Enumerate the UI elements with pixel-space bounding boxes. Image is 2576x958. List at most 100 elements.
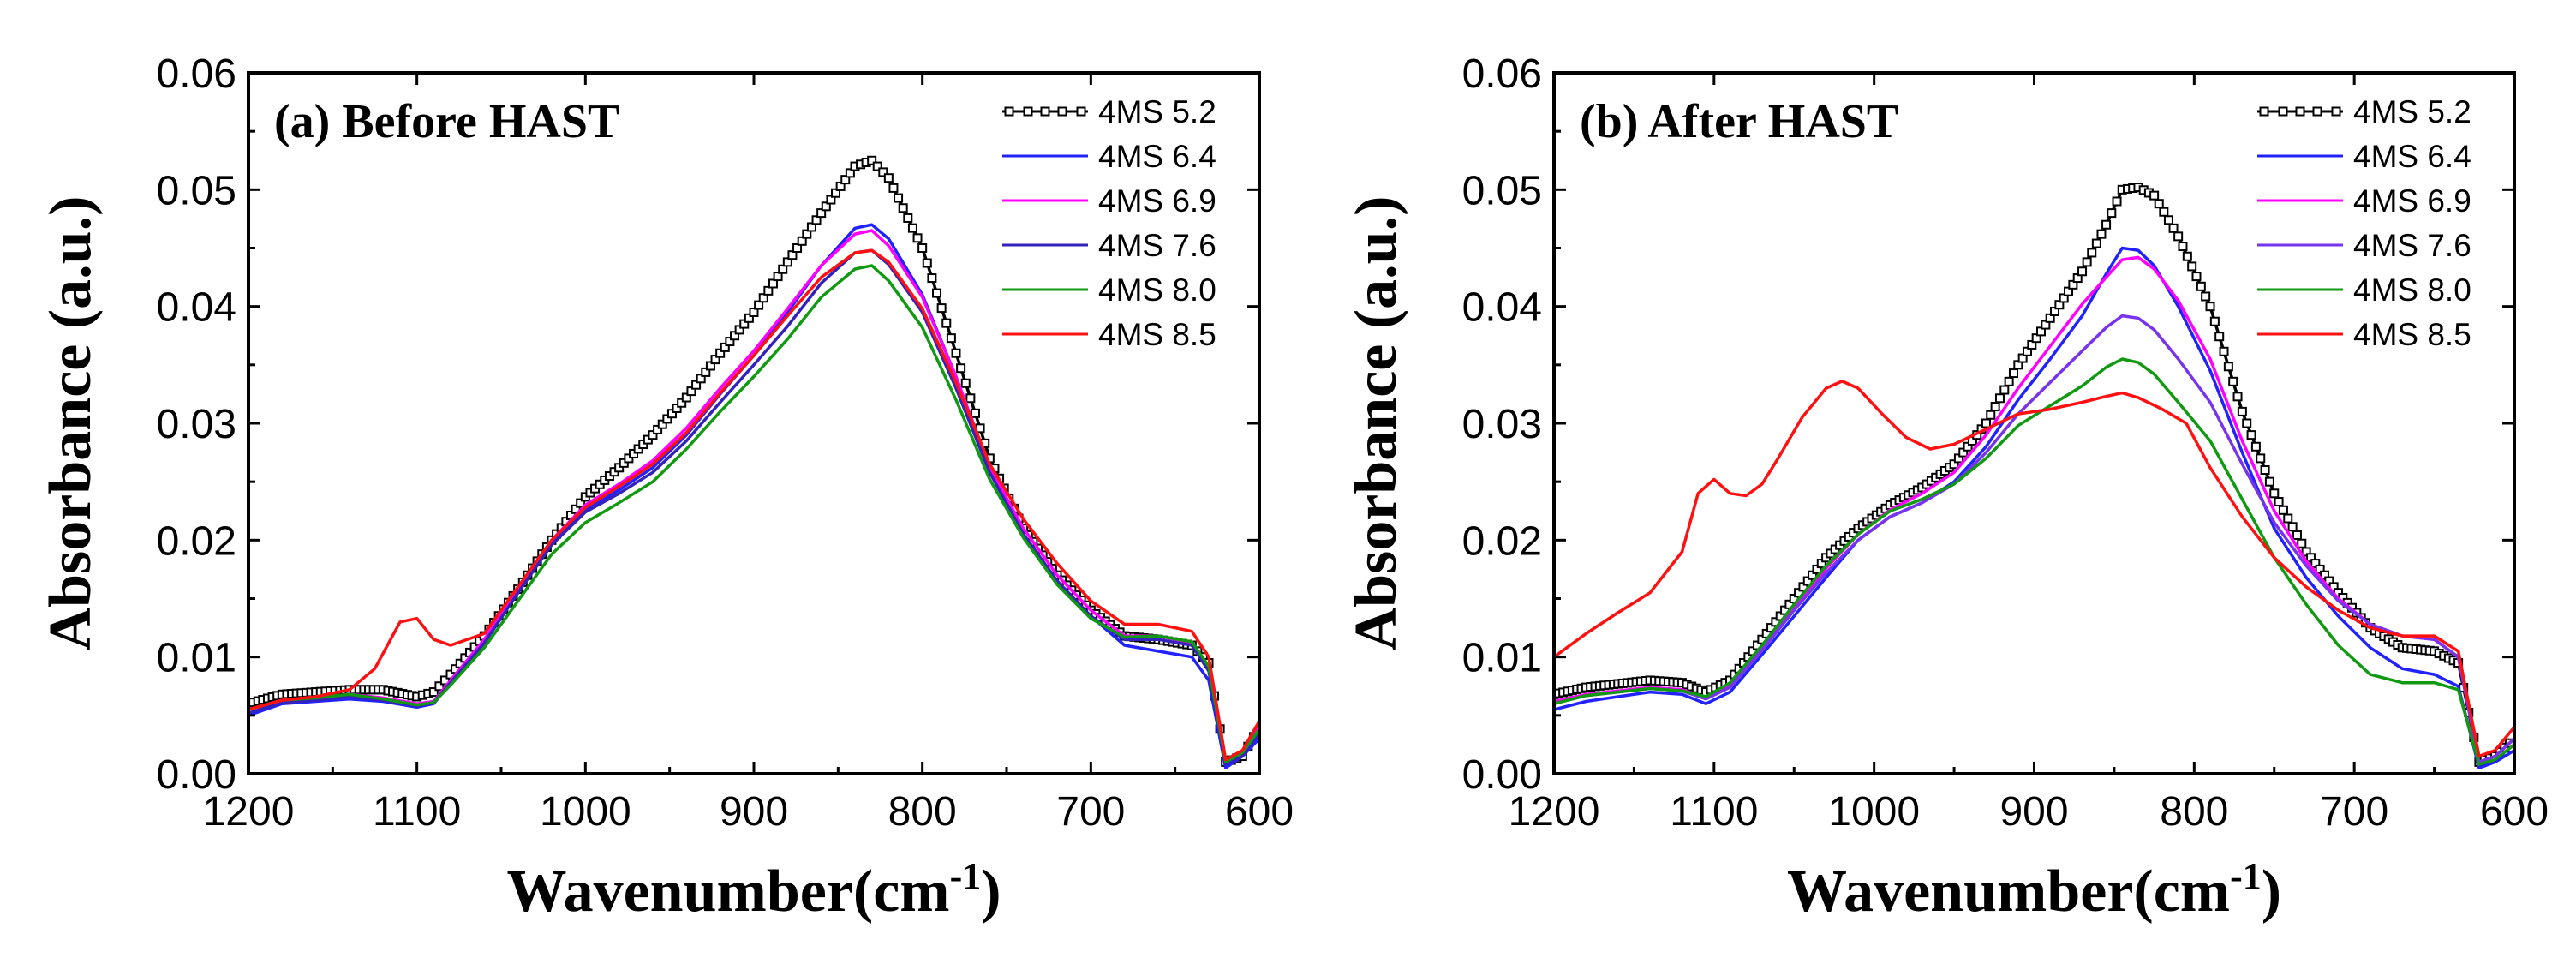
series-marker bbox=[922, 258, 932, 268]
series-marker bbox=[2191, 272, 2202, 282]
series-marker bbox=[768, 278, 778, 289]
panel-title: (a) Before HAST bbox=[274, 95, 619, 148]
legend-label: 4MS 7.6 bbox=[2353, 228, 2471, 263]
series-marker bbox=[666, 409, 677, 419]
series-marker bbox=[932, 288, 942, 298]
series-marker bbox=[941, 318, 952, 328]
legend-label: 4MS 6.4 bbox=[1098, 139, 1216, 174]
series-marker bbox=[705, 361, 715, 371]
series-marker bbox=[2101, 219, 2112, 230]
series-marker bbox=[2256, 453, 2266, 464]
x-tick-label: 1100 bbox=[373, 789, 461, 835]
x-tick-label: 800 bbox=[888, 789, 957, 835]
x-axis-title-main: Wavenumber(cm bbox=[1787, 859, 2230, 925]
x-axis-title-close: ) bbox=[2262, 859, 2281, 925]
x-tick-label: 1000 bbox=[540, 789, 631, 835]
legend-label: 4MS 5.2 bbox=[1098, 94, 1216, 129]
series-marker bbox=[734, 325, 744, 335]
x-tick-label: 900 bbox=[1999, 789, 2068, 835]
plot-frame bbox=[1552, 71, 2516, 775]
series-marker bbox=[2209, 316, 2220, 326]
y-tick-label: 0.03 bbox=[1462, 402, 1542, 447]
y-axis-title: Absorbance (a.u.) bbox=[1343, 196, 1409, 651]
legend-marker bbox=[1040, 106, 1050, 117]
series-marker bbox=[826, 195, 836, 205]
series-marker bbox=[2182, 251, 2192, 261]
series-marker bbox=[648, 430, 658, 440]
x-tick-label: 900 bbox=[720, 789, 788, 835]
series-marker bbox=[811, 215, 822, 225]
series-marker bbox=[907, 223, 917, 233]
series-marker bbox=[725, 337, 735, 347]
series-marker bbox=[2008, 368, 2018, 379]
series-marker bbox=[2201, 291, 2211, 302]
series-marker bbox=[2096, 229, 2107, 239]
series-line-4MS-8-5 bbox=[248, 248, 1259, 762]
series-marker bbox=[653, 424, 663, 434]
x-tick-label: 1200 bbox=[203, 789, 295, 835]
series-marker bbox=[758, 293, 768, 303]
y-tick-label: 0.02 bbox=[157, 518, 236, 564]
y-axis-title: Absorbance (a.u.) bbox=[38, 196, 104, 651]
series-marker bbox=[2228, 376, 2238, 386]
series-marker bbox=[1990, 402, 2000, 412]
legend-label: 4MS 6.9 bbox=[1098, 183, 1216, 219]
series-marker bbox=[1994, 393, 2005, 404]
series-group bbox=[248, 155, 1259, 769]
chart-panel-b: 1200 1100 1000 900 800 700 600 0.00 0.01 0.02 0.03… bbox=[1343, 51, 2549, 925]
series-marker bbox=[2154, 199, 2164, 209]
x-axis-title-superscript: -1 bbox=[950, 855, 982, 897]
series-marker bbox=[2287, 522, 2298, 532]
legend-label: 4MS 6.4 bbox=[2353, 139, 2471, 174]
legend-label: 4MS 5.2 bbox=[2353, 94, 2471, 129]
series-marker bbox=[2274, 497, 2284, 507]
series-marker bbox=[956, 363, 966, 374]
panel-title: (b) After HAST bbox=[1580, 95, 1898, 148]
series-marker bbox=[2269, 488, 2280, 499]
series-marker bbox=[894, 193, 904, 203]
series-marker bbox=[710, 355, 720, 365]
legend-label: 4MS 8.5 bbox=[2353, 317, 2471, 352]
series-marker bbox=[2087, 248, 2097, 258]
x-axis-title: Wavenumber(cm-1) bbox=[506, 855, 1001, 925]
series-marker bbox=[927, 273, 937, 284]
series-line-4MS-8-5 bbox=[1554, 380, 2514, 758]
series-marker bbox=[867, 155, 877, 165]
y-tick-label: 0.03 bbox=[157, 402, 236, 447]
series-marker bbox=[715, 348, 726, 358]
series-marker bbox=[576, 498, 586, 508]
series-marker bbox=[691, 380, 702, 390]
legend-label: 4MS 8.5 bbox=[1098, 317, 1216, 352]
series-marker bbox=[2223, 362, 2233, 372]
series-marker bbox=[428, 687, 439, 698]
series-marker bbox=[2077, 266, 2088, 277]
series-marker bbox=[2219, 346, 2229, 356]
legend-label: 4MS 6.9 bbox=[2353, 183, 2471, 219]
series-marker bbox=[903, 213, 913, 223]
series-line-4MS-6-4 bbox=[1554, 246, 2514, 769]
y-tick-label: 0.06 bbox=[1462, 51, 1542, 97]
series-marker bbox=[2292, 530, 2302, 540]
series-marker bbox=[773, 272, 783, 282]
series-marker bbox=[763, 285, 774, 296]
series-marker bbox=[662, 414, 672, 424]
series-marker bbox=[2173, 231, 2184, 242]
series-marker bbox=[917, 243, 928, 253]
series-marker bbox=[434, 681, 445, 692]
series-marker bbox=[936, 303, 947, 314]
series-marker bbox=[782, 257, 792, 267]
series-marker bbox=[2159, 207, 2169, 217]
series-marker bbox=[872, 161, 882, 171]
x-tick-label: 700 bbox=[2320, 789, 2388, 835]
legend-label: 4MS 7.6 bbox=[1098, 228, 1216, 263]
series-marker bbox=[754, 300, 764, 310]
series-marker bbox=[730, 331, 740, 341]
y-tick-label: 0.00 bbox=[1462, 752, 1542, 798]
legend-label: 4MS 8.0 bbox=[2353, 272, 2471, 308]
series-marker bbox=[2112, 196, 2122, 207]
series-marker bbox=[2149, 190, 2160, 201]
legend-marker bbox=[2259, 106, 2269, 117]
series-marker bbox=[831, 188, 841, 198]
series-marker bbox=[797, 236, 807, 246]
